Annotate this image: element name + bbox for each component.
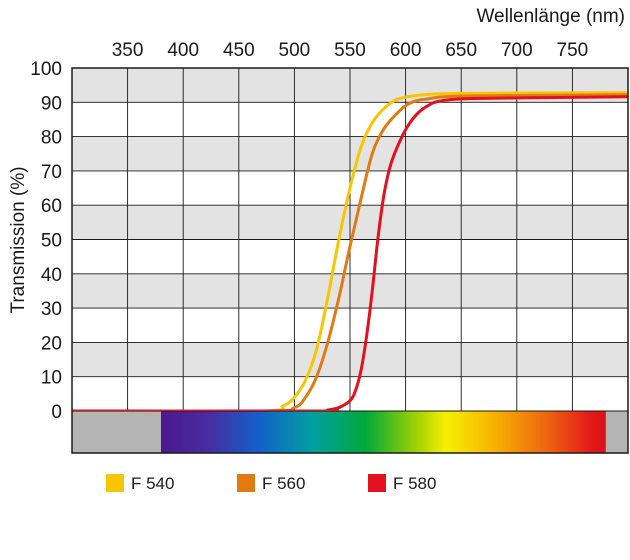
- y-tick-label: 100: [30, 59, 62, 80]
- y-tick-label: 50: [41, 231, 62, 252]
- x-tick-label: 400: [167, 40, 199, 61]
- series-lines: [72, 91, 628, 411]
- y-axis-title: Transmission (%): [8, 166, 29, 313]
- x-tick-label: 650: [445, 40, 477, 61]
- series-line-f-540: [72, 91, 628, 411]
- x-tick-label: 500: [279, 40, 311, 61]
- legend-label: F 540: [131, 474, 174, 493]
- legend-label: F 560: [262, 474, 305, 493]
- legend-label: F 580: [393, 474, 436, 493]
- plot-frame: [71, 67, 629, 454]
- x-tick-label: 700: [501, 40, 533, 61]
- legend-swatch: [106, 474, 124, 492]
- x-tick-label: 600: [390, 40, 422, 61]
- y-tick-label: 0: [51, 402, 62, 423]
- x-tick-label: 350: [112, 40, 144, 61]
- y-tick-label: 20: [41, 333, 62, 354]
- spectrum-bar: [72, 411, 628, 453]
- y-tick-label: 40: [41, 265, 62, 286]
- x-tick-labels: 350 400 450 500 550 600 650 700 750: [112, 40, 589, 61]
- y-tick-label: 10: [41, 368, 62, 389]
- y-tick-label: 70: [41, 162, 62, 183]
- legend: F 540 F 560 F 580: [106, 474, 436, 493]
- legend-swatch: [237, 474, 255, 492]
- series-line-f-560: [72, 93, 628, 411]
- x-tick-label: 550: [334, 40, 366, 61]
- spectrum-gradient: [160, 411, 606, 453]
- y-tick-label: 90: [41, 93, 62, 114]
- y-tick-labels: 0 10 20 30 40 50 60 70 80 90 100: [30, 59, 62, 423]
- x-axis-title: Wellenlänge (nm): [476, 6, 625, 27]
- y-tick-label: 30: [41, 299, 62, 320]
- series-line-f-580: [72, 95, 628, 411]
- y-tick-label: 80: [41, 128, 62, 149]
- y-tick-label: 60: [41, 196, 62, 217]
- x-tick-label: 450: [223, 40, 255, 61]
- x-tick-label: 750: [557, 40, 589, 61]
- legend-swatch: [368, 474, 386, 492]
